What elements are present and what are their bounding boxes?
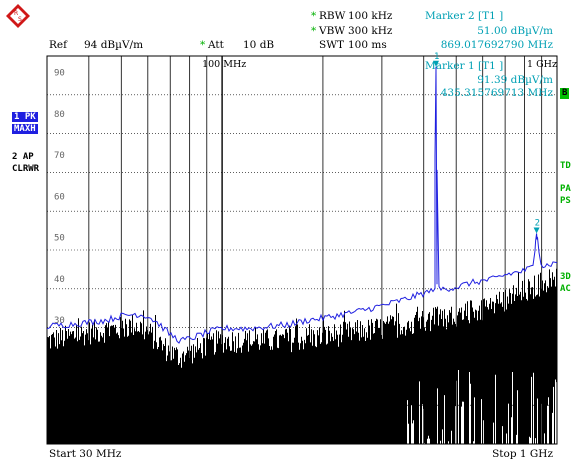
marker-1-symbol	[433, 60, 440, 67]
swt-value: 100 ms	[348, 39, 387, 51]
trace1-series: 12	[46, 52, 558, 344]
marker2-title: Marker 2 [T1 ]	[425, 10, 504, 22]
trace2-mode-label: CLRWR	[12, 164, 40, 174]
trace2-series	[47, 268, 557, 444]
trace1-line	[46, 66, 558, 344]
pa-indicator: PA	[560, 184, 571, 194]
rbw-value: 100 kHz	[348, 10, 393, 22]
y-tick-label: 90	[54, 69, 65, 79]
ref-label: Ref	[49, 39, 68, 51]
vbw-value: 300 kHz	[348, 25, 393, 37]
swt-label: SWT	[319, 39, 344, 51]
trace2-line	[47, 268, 557, 444]
marker2-frequency: 869.017692790 MHz	[440, 39, 553, 51]
marker1-frequency: 435.315769713 MHz	[440, 87, 553, 99]
marker-2-number: 2	[535, 218, 540, 228]
marker1-level: 91.39 dBµV/m	[477, 74, 553, 86]
trace2-detector-label: 2 AP	[12, 152, 34, 162]
ref-value: 94 dBµV/m	[84, 39, 144, 51]
stop-frequency: Stop 1 GHz	[492, 448, 553, 460]
att-label: Att	[208, 39, 224, 51]
y-tick-label: 80	[54, 110, 65, 120]
y-tick-label: 50	[54, 234, 65, 244]
trace1-mode-badge: MAXH	[12, 124, 38, 134]
y-tick-label: 40	[54, 275, 65, 285]
start-frequency: Start 30 MHz	[49, 448, 122, 460]
marker1-title: Marker 1 [T1 ]	[425, 60, 504, 72]
axis-labels: 30 40 50 60 70 80 90 100 MHz 1 GHz	[54, 59, 557, 326]
3d-indicator: 3D	[560, 272, 571, 282]
att-value: 10 dB	[243, 39, 275, 51]
trace1-detector-badge: 1 PK	[12, 112, 38, 122]
vbw-label: VBW	[319, 25, 346, 37]
marker2-level: 51.00 dBµV/m	[477, 25, 553, 37]
vbw-star: *	[311, 25, 317, 37]
rs-logo: R S	[6, 4, 30, 28]
x-marker-label: 1 GHz	[527, 59, 557, 70]
rbw-star: *	[311, 10, 317, 22]
x-marker-label: 100 MHz	[202, 59, 246, 70]
ps-indicator: PS	[560, 196, 571, 206]
svg-text:S: S	[18, 16, 22, 23]
y-tick-label: 70	[54, 151, 65, 161]
td-indicator: TD	[560, 161, 571, 171]
y-tick-label: 30	[54, 316, 65, 326]
marker-1-number: 1	[434, 52, 439, 62]
y-tick-label: 60	[54, 192, 65, 202]
b-indicator: B	[560, 88, 570, 99]
att-star: *	[200, 39, 206, 51]
ac-indicator: AC	[560, 284, 571, 294]
marker-2-symbol	[533, 227, 540, 234]
svg-text:R: R	[14, 10, 18, 17]
rbw-label: RBW	[319, 10, 346, 22]
